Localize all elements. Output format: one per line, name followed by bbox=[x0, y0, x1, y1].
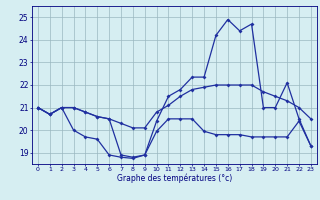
X-axis label: Graphe des températures (°c): Graphe des températures (°c) bbox=[117, 174, 232, 183]
